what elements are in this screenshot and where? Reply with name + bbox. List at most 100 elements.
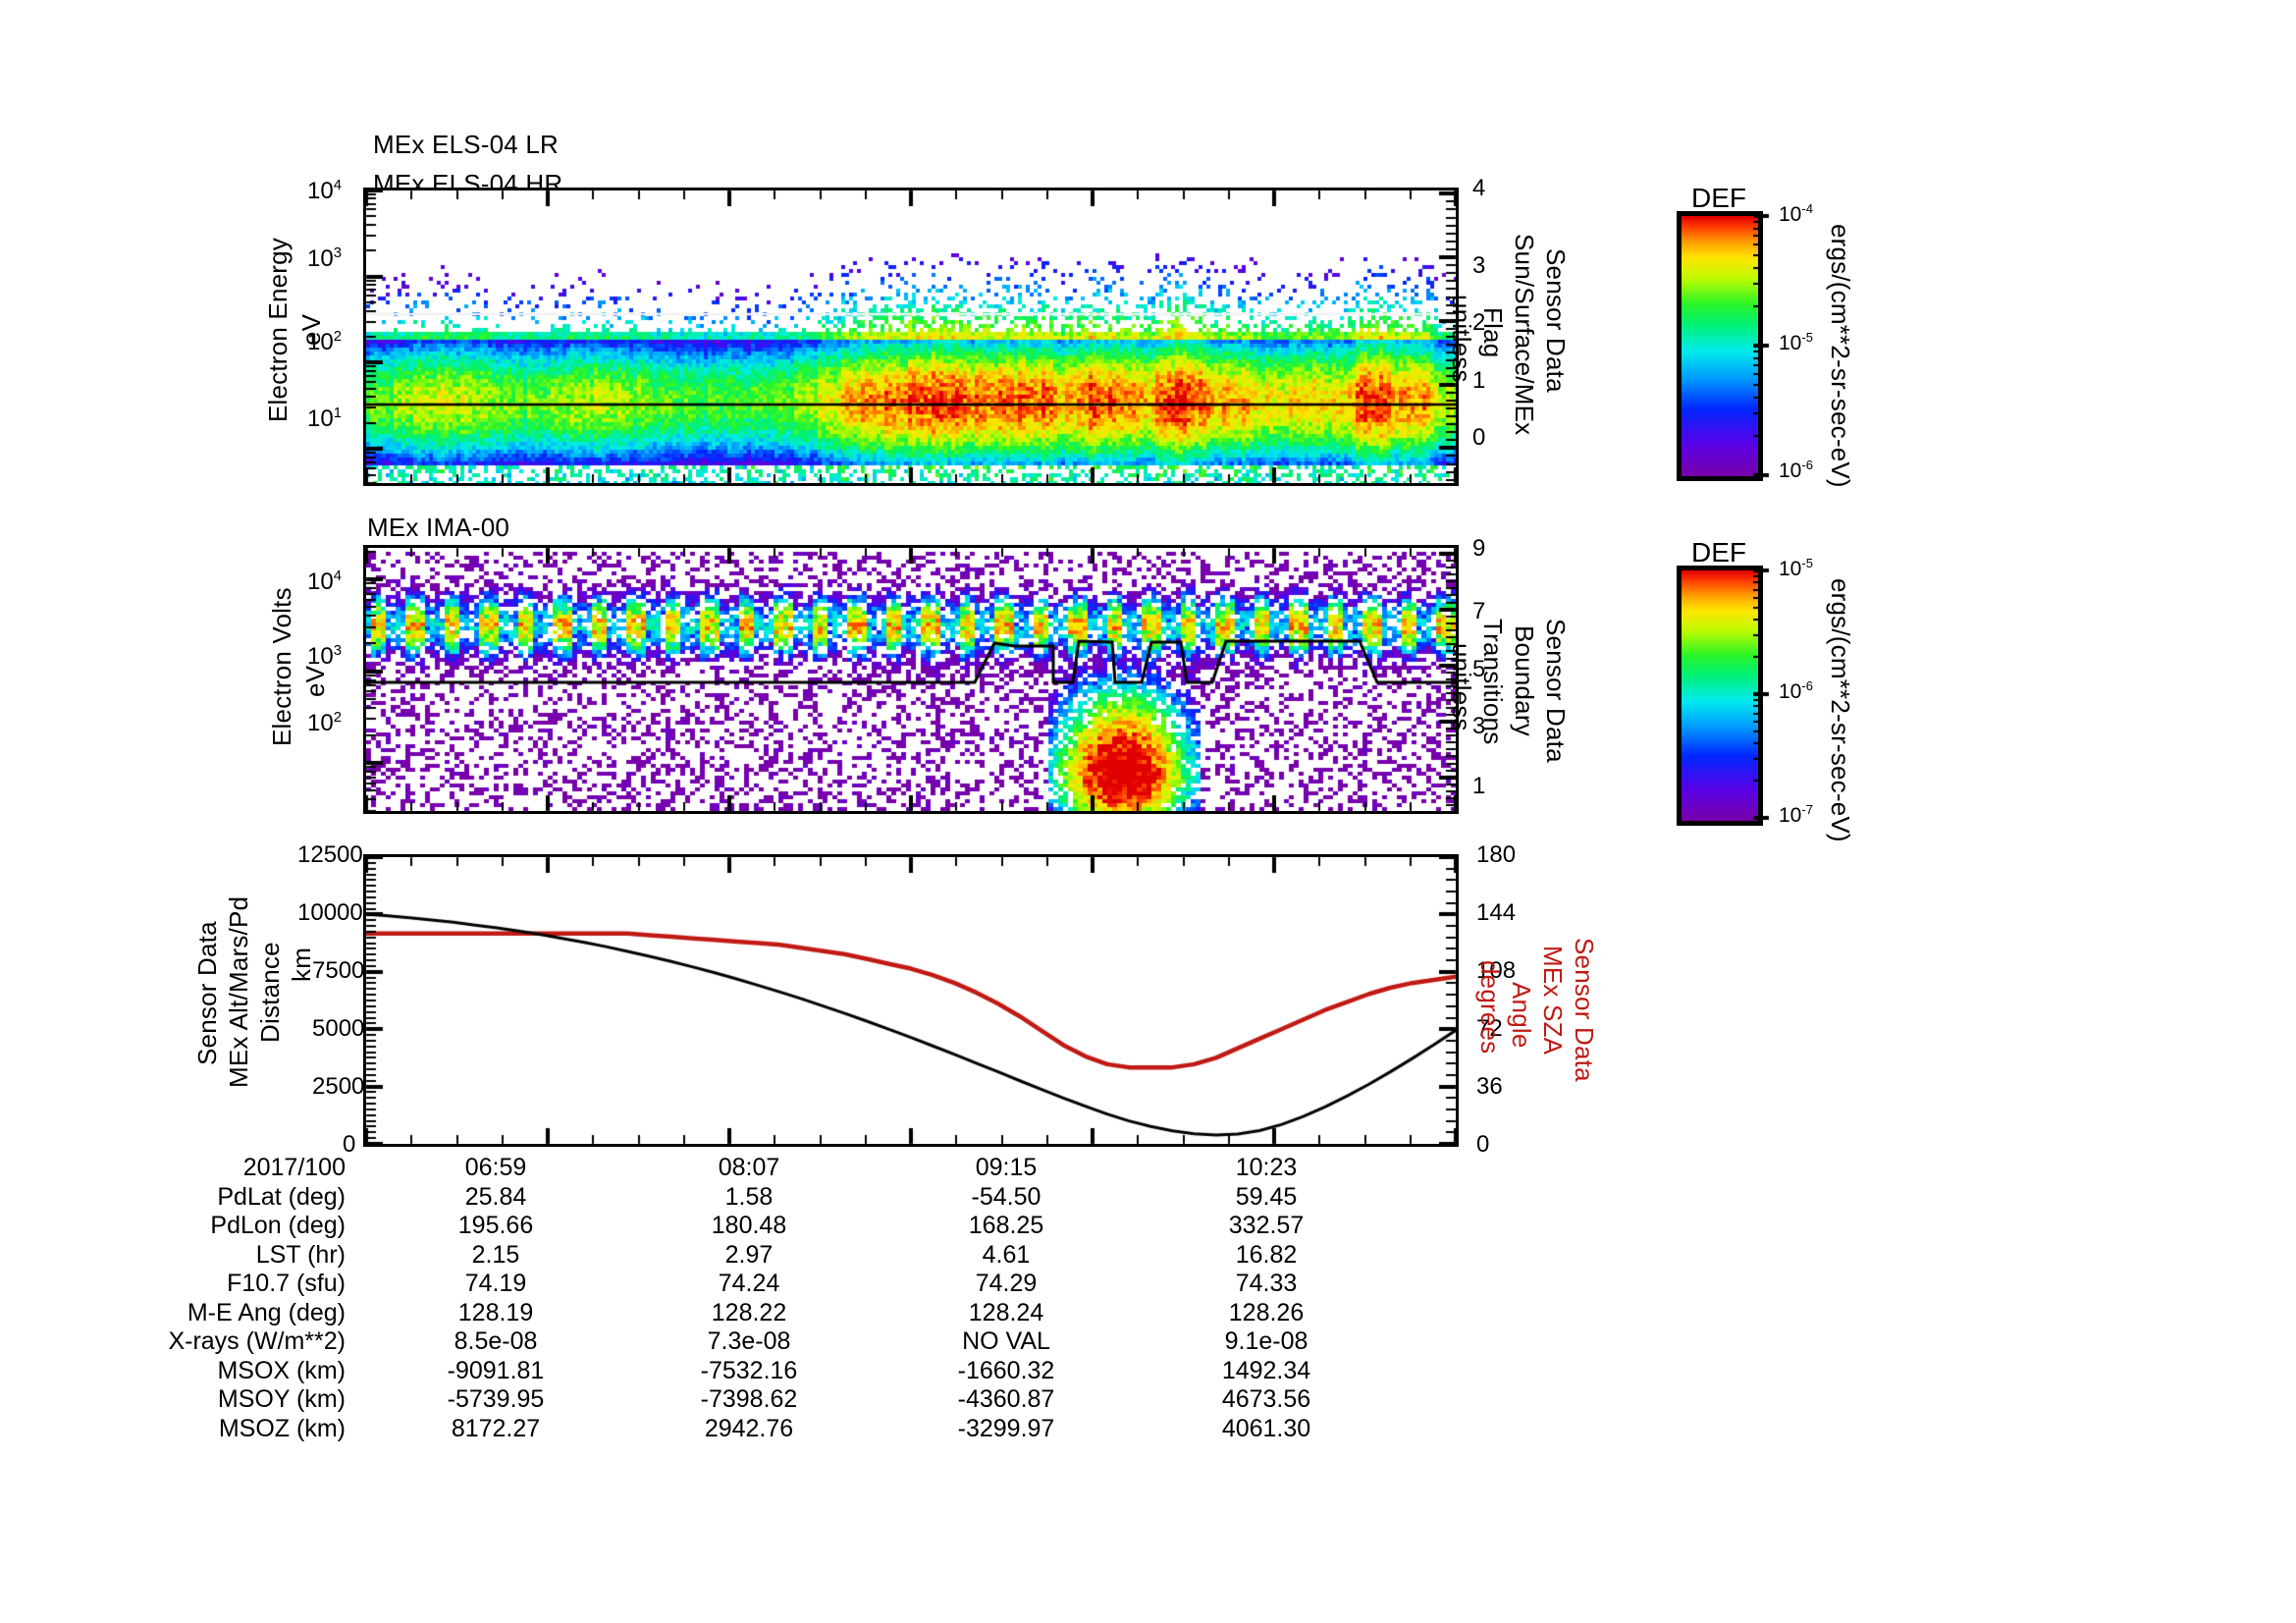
panel2-rtick-3: 3 <box>1472 713 1486 739</box>
panel1-rtick-1: 1 <box>1472 367 1486 394</box>
panel3-rtick-108: 108 <box>1476 957 1517 984</box>
table-cell: -5739.95 <box>447 1385 545 1413</box>
table-cell: 16.82 <box>1235 1240 1298 1269</box>
table-cell: 1.58 <box>724 1182 774 1211</box>
table-cell: 8172.27 <box>451 1414 541 1442</box>
panel2-rtick-7: 7 <box>1472 598 1486 624</box>
colorbar1-ticks <box>1753 208 1775 483</box>
panel1-ylabel-1: Electron Energy <box>263 238 293 422</box>
panel3-rlabel-2: MEx SZA <box>1538 946 1568 1055</box>
panel1-rtick-4: 4 <box>1472 175 1486 201</box>
colorbar1-label-mid: 10-5 <box>1779 330 1813 354</box>
colorbar1-gradient <box>1682 216 1758 476</box>
table-cell: 74.19 <box>464 1270 527 1297</box>
table-row-label: PdLat (deg) <box>217 1182 346 1211</box>
colorbar2-frame <box>1677 566 1763 826</box>
table-cell: -1660.32 <box>957 1356 1055 1384</box>
colorbar2-label-top: 10-5 <box>1779 556 1813 580</box>
panel3-rlabel-1: Sensor Data <box>1570 938 1599 1082</box>
table-cell: 128.22 <box>711 1298 787 1326</box>
colorbar1-frame <box>1677 211 1763 481</box>
panel2-rtick-9: 9 <box>1472 535 1486 562</box>
panel1-rtick-2: 2 <box>1472 309 1486 336</box>
table-cell: -3299.97 <box>957 1414 1055 1442</box>
table-cell: 2.97 <box>724 1240 774 1269</box>
table-cell: -54.50 <box>971 1182 1041 1211</box>
colorbar2-unit: ergs/(cm**2-sr-sec-eV) <box>1826 578 1855 842</box>
colorbar1-unit: ergs/(cm**2-sr-sec-eV) <box>1826 224 1855 488</box>
panel1-rlabel-4: unitless <box>1447 295 1476 383</box>
table-row-label: F10.7 (sfu) <box>227 1270 346 1297</box>
table-cell: 06:59 <box>464 1154 527 1181</box>
colorbar2-gradient <box>1682 570 1758 821</box>
table-cell: NO VAL <box>962 1327 1050 1355</box>
table-cell: 74.33 <box>1235 1270 1298 1297</box>
table-cell: 8.5e-08 <box>454 1327 538 1355</box>
panel3-llabel-1: Sensor Data <box>192 921 222 1065</box>
table-cell: 1492.34 <box>1221 1356 1311 1384</box>
table-cell: 25.84 <box>464 1182 527 1211</box>
table-cell: 2942.76 <box>704 1414 794 1442</box>
table-cell: -9091.81 <box>447 1356 545 1384</box>
table-cell: 168.25 <box>968 1212 1044 1239</box>
panel2-rlabel-4: unitless <box>1447 643 1476 731</box>
table-cell: -7398.62 <box>700 1385 798 1413</box>
table-cell: 2.15 <box>471 1240 520 1269</box>
table-cell: 7.3e-08 <box>707 1327 791 1355</box>
table-cell: 10:23 <box>1235 1154 1298 1181</box>
table-row-label: PdLon (deg) <box>210 1212 346 1239</box>
panel3-rtick-180: 180 <box>1476 841 1517 868</box>
panel1-ticks <box>334 178 1502 502</box>
table-cell: 128.24 <box>968 1298 1044 1326</box>
table-cell: 9.1e-08 <box>1224 1327 1308 1355</box>
table-row-label: M-E Ang (deg) <box>187 1298 346 1326</box>
panel3-rlabel-4: degrees <box>1475 960 1505 1055</box>
panel1-rtick-3: 3 <box>1472 252 1486 279</box>
panel2-rlabel-3: Transitions <box>1478 619 1508 745</box>
panel3-rlabel-3: Angle <box>1507 982 1536 1049</box>
table-row-label: MSOX (km) <box>217 1356 346 1384</box>
table-cell: -4360.87 <box>957 1385 1055 1413</box>
table-row-label: X-rays (W/m**2) <box>168 1327 346 1355</box>
panel2-ylabel-1: Electron Volts <box>267 587 296 746</box>
panel3-rtick-144: 144 <box>1476 899 1517 926</box>
table-row-label: 2017/100 <box>242 1154 346 1181</box>
colorbar1-title: DEF <box>1691 183 1746 213</box>
table-row-label: MSOY (km) <box>217 1385 346 1413</box>
table-cell: 59.45 <box>1235 1182 1298 1211</box>
colorbar2-ticks <box>1753 563 1775 826</box>
colorbar1-label-top: 10-4 <box>1779 201 1813 226</box>
table-cell: 4.61 <box>982 1240 1031 1269</box>
panel3-rtick-0: 0 <box>1476 1131 1490 1158</box>
panel2-rtick-1: 1 <box>1472 773 1486 799</box>
table-row-label: LST (hr) <box>255 1240 346 1269</box>
table-cell: 128.19 <box>457 1298 534 1326</box>
panel2-rlabel-2: Boundary <box>1510 625 1539 736</box>
panel2-rlabel-1: Sensor Data <box>1541 619 1571 763</box>
table-cell: 74.29 <box>975 1270 1038 1297</box>
table-cell: 4061.30 <box>1221 1414 1311 1442</box>
panel3-llabel-3: Distance <box>255 942 285 1043</box>
panel3-rtick-36: 36 <box>1476 1073 1503 1100</box>
table-cell: 180.48 <box>711 1212 787 1239</box>
ephemeris-table: 2017/100 06:59 08:07 09:15 10:23 PdLat (deg) 2… <box>0 1154 2296 1478</box>
table-cell: -7532.16 <box>700 1356 798 1384</box>
colorbar2-title: DEF <box>1691 537 1746 568</box>
table-cell: 74.24 <box>718 1270 780 1297</box>
panel3-rtick-72: 72 <box>1476 1015 1503 1042</box>
panel1-title-lr: MEx ELS-04 LR <box>373 130 560 159</box>
panel1-rlabel-3: Flag <box>1478 307 1508 358</box>
table-cell: 128.26 <box>1228 1298 1305 1326</box>
table-cell: 09:15 <box>975 1154 1038 1181</box>
table-cell: 4673.56 <box>1221 1385 1311 1413</box>
panel2-ticks <box>334 535 1502 830</box>
panel3-ticks <box>334 844 1502 1163</box>
colorbar2-label-bot: 10-7 <box>1779 802 1813 827</box>
panel2-rtick-5: 5 <box>1472 656 1486 682</box>
table-cell: 08:07 <box>718 1154 780 1181</box>
colorbar1-label-bot: 10-6 <box>1779 458 1813 482</box>
colorbar2-label-mid: 10-6 <box>1779 678 1813 703</box>
panel1-rlabel-1: Sensor Data <box>1541 248 1571 393</box>
table-cell: 195.66 <box>457 1212 534 1239</box>
